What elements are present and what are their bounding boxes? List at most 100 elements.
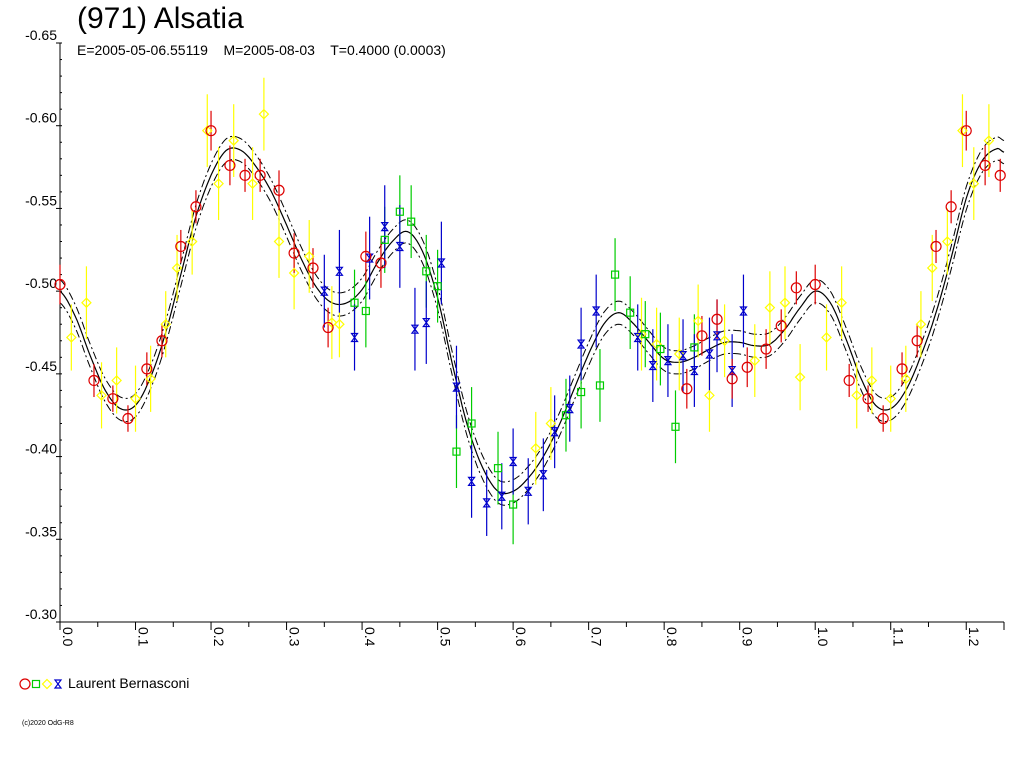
data-point-diamond: [983, 135, 995, 146]
data-point-diamond: [130, 393, 141, 405]
legend-marker-circle: [19, 678, 31, 690]
data-point-diamond: [968, 178, 980, 189]
data-point-hourglass: [335, 266, 344, 276]
data-point-circle: [122, 412, 134, 425]
data-point-hourglass: [350, 332, 359, 343]
data-point-diamond: [704, 390, 715, 401]
data-point-hourglass: [591, 306, 601, 316]
x-tick-label: 0.2: [211, 627, 227, 647]
y-tick-label: -0.45: [25, 358, 57, 374]
data-point-diamond: [530, 442, 542, 454]
data-point-circle: [726, 373, 738, 385]
fit-upper-band: [59, 135, 1005, 483]
data-point-circle: [696, 330, 708, 342]
data-point-diamond: [81, 297, 92, 309]
y-tick-label: -0.65: [25, 27, 57, 43]
data-point-circle: [54, 278, 66, 291]
data-point-circle: [945, 201, 957, 213]
data-point-hourglass: [705, 349, 714, 359]
data-point-diamond: [942, 236, 953, 247]
data-point-hourglass: [712, 331, 722, 341]
data-point-circle: [190, 201, 202, 213]
x-tick-label: 1.2: [966, 627, 982, 647]
x-tick-label: 0.1: [136, 627, 152, 647]
data-point-diamond: [851, 390, 863, 401]
data-point-square: [350, 298, 359, 307]
data-point-circle: [775, 320, 787, 332]
data-point-circle: [322, 321, 334, 334]
data-point-hourglass: [320, 286, 329, 296]
data-point-diamond: [900, 373, 912, 385]
data-point-circle: [254, 169, 266, 181]
data-point-circle: [994, 169, 1006, 181]
data-point-diamond: [288, 267, 300, 279]
data-point-square: [395, 207, 404, 216]
data-point-diamond: [145, 373, 156, 385]
data-point-hourglass: [437, 258, 446, 268]
data-point-circle: [790, 282, 802, 294]
data-point-diamond: [764, 302, 776, 314]
data-point-circle: [141, 363, 153, 375]
chart-subtitle: E=2005-05-06.55119 M=2005-08-03 T=0.4000…: [77, 42, 446, 58]
data-point-diamond: [885, 393, 897, 405]
data-point-diamond: [749, 355, 761, 366]
data-point-circle: [239, 169, 251, 181]
data-point-diamond: [247, 178, 258, 189]
data-point-diamond: [65, 332, 77, 343]
data-point-circle: [360, 250, 372, 263]
data-point-diamond: [258, 108, 270, 120]
data-point-hourglass: [550, 427, 559, 437]
data-point-square: [422, 267, 431, 276]
data-point-square: [407, 217, 416, 226]
data-point-hourglass: [576, 339, 586, 349]
data-point-diamond: [111, 375, 122, 386]
data-point-square: [641, 330, 650, 339]
data-point-diamond: [636, 328, 647, 340]
data-point-circle: [711, 313, 723, 325]
data-point-circle: [307, 262, 319, 274]
data-point-diamond: [545, 418, 557, 429]
data-point-circle: [960, 125, 972, 137]
data-point-diamond: [673, 348, 685, 360]
data-point-diamond: [692, 315, 704, 327]
data-point-square: [626, 308, 635, 317]
data-point-diamond: [160, 318, 172, 330]
data-point-hourglass: [482, 498, 491, 508]
x-tick-label: 0.7: [589, 627, 605, 647]
fit-lower-band: [59, 158, 1005, 506]
data-point-hourglass: [678, 351, 688, 361]
fit-curve: [59, 147, 1005, 495]
data-point-hourglass: [508, 456, 518, 467]
data-point-diamond: [228, 135, 240, 146]
data-point-circle: [681, 383, 693, 395]
axes: -0.65 -0.60 -0.55 -0.50 -0.45 -0.40 -0.35 -0.30…: [25, 27, 1005, 647]
data-point-hourglass: [497, 491, 506, 501]
data-point-hourglass: [452, 382, 461, 392]
data-point-diamond: [719, 335, 730, 347]
data-point-diamond: [926, 262, 938, 274]
data-point-hourglass: [410, 324, 420, 334]
data-point-circle: [273, 184, 285, 196]
data-point-circle: [877, 412, 889, 425]
data-point-diamond: [866, 375, 878, 386]
data-point-hourglass: [565, 403, 574, 414]
legend-markers: [19, 678, 63, 690]
data-point-diamond: [779, 297, 791, 309]
data-point-hourglass: [467, 476, 476, 486]
data-point-circle: [741, 361, 753, 373]
data-point-square: [380, 235, 389, 244]
data-point-diamond: [794, 371, 806, 383]
x-tick-label: 0.6: [513, 627, 529, 647]
y-tick-label: -0.40: [25, 441, 57, 457]
data-point-circle: [862, 393, 874, 405]
data-point-hourglass: [633, 332, 642, 343]
copyright-text: (c)2020 OdG-R8: [22, 720, 74, 727]
data-point-circle: [930, 240, 942, 253]
x-tick-label: 0.3: [287, 627, 303, 647]
data-point-square: [656, 344, 665, 354]
data-point-diamond: [273, 236, 285, 247]
data-point-square: [610, 270, 620, 279]
x-tick-label: 0.9: [740, 627, 756, 647]
y-tick-label: -0.30: [25, 606, 57, 622]
